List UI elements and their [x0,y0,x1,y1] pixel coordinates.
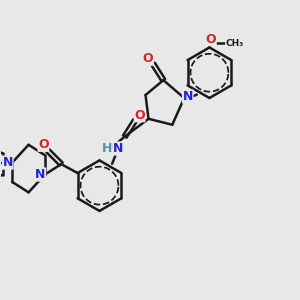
Text: O: O [142,52,153,65]
Text: N: N [3,156,13,169]
Text: O: O [38,138,49,151]
Text: N: N [35,168,46,181]
Text: N: N [183,90,193,103]
Text: O: O [134,109,145,122]
Text: N: N [113,142,123,155]
Text: O: O [206,33,216,46]
Text: CH₃: CH₃ [226,38,244,47]
Text: H: H [102,142,112,155]
